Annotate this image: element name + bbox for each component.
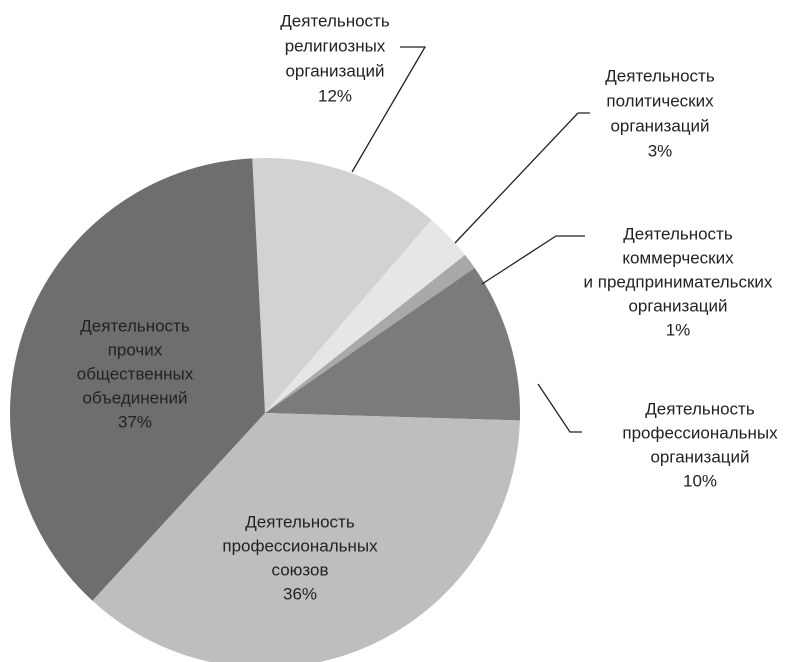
value-label: 10% xyxy=(683,471,717,490)
slice-label: организаций xyxy=(650,447,749,466)
slice-label: организаций xyxy=(285,61,384,80)
pie-slice xyxy=(265,267,520,421)
slice-label: Деятельность xyxy=(280,11,390,30)
leader-line xyxy=(454,112,590,244)
slice-label: профессиональных xyxy=(222,536,378,555)
slice-label: Деятельность xyxy=(245,512,355,531)
slice-label: Деятельность xyxy=(80,316,190,335)
slice-label: союзов xyxy=(272,560,329,579)
slice-label: коммерческих xyxy=(622,248,734,267)
value-label: 36% xyxy=(283,584,317,603)
pie-slice xyxy=(92,413,520,662)
leader-line xyxy=(481,235,585,285)
leader-line xyxy=(537,383,582,433)
pie-slice xyxy=(252,158,432,413)
slice-label: Деятельность xyxy=(605,66,715,85)
value-label: 3% xyxy=(648,141,673,160)
pie-slice xyxy=(265,254,475,413)
leader-line xyxy=(351,46,427,173)
value-label: 12% xyxy=(318,86,352,105)
slice-label: профессиональных xyxy=(622,423,778,442)
slice-label: организаций xyxy=(610,116,709,135)
slice-label: прочих xyxy=(108,340,163,359)
leader-lines xyxy=(351,46,590,433)
pie-slice xyxy=(265,219,466,413)
slice-label: общественных xyxy=(77,364,194,383)
slice-label: политических xyxy=(606,91,714,110)
labels: Деятельность религиозных организаций 12% Дея… xyxy=(77,11,778,603)
slice-label: и предпринимательских xyxy=(584,272,773,291)
pie xyxy=(10,158,520,662)
slice-label: организаций xyxy=(628,296,727,315)
value-label: 1% xyxy=(666,320,691,339)
value-label: 37% xyxy=(118,412,152,431)
slice-label: объединений xyxy=(83,388,188,407)
slice-label: религиозных xyxy=(285,36,386,55)
slice-label: Деятельность xyxy=(623,224,733,243)
pie-slice xyxy=(10,158,265,601)
slice-label: Деятельность xyxy=(645,399,755,418)
